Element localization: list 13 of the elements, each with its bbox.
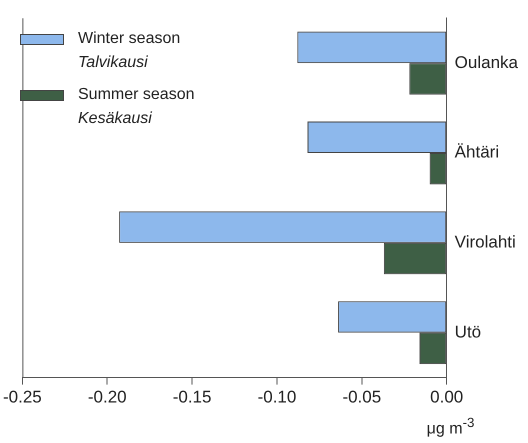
x-tick-label: -0.20 xyxy=(88,387,127,406)
x-tick-label: -0.25 xyxy=(3,387,42,406)
legend-label: Summer season Kesäkausi xyxy=(78,86,194,128)
x-tick-label: 0.00 xyxy=(430,387,464,406)
y-tick-label: Utö xyxy=(454,322,482,342)
x-axis-title: μg m$^{-3}$ xyxy=(426,415,474,438)
y-tick-label: Ähtäri xyxy=(454,142,500,162)
x-tick-label: -0.10 xyxy=(258,387,296,406)
legend-label: Winter season Talvikausi xyxy=(78,30,180,72)
y-tick-label: Virolahti xyxy=(454,232,516,252)
x-tick-label: -0.05 xyxy=(342,387,382,406)
x-tick-label: -0.15 xyxy=(172,387,212,406)
y-tick-label: Oulanka xyxy=(454,52,519,72)
